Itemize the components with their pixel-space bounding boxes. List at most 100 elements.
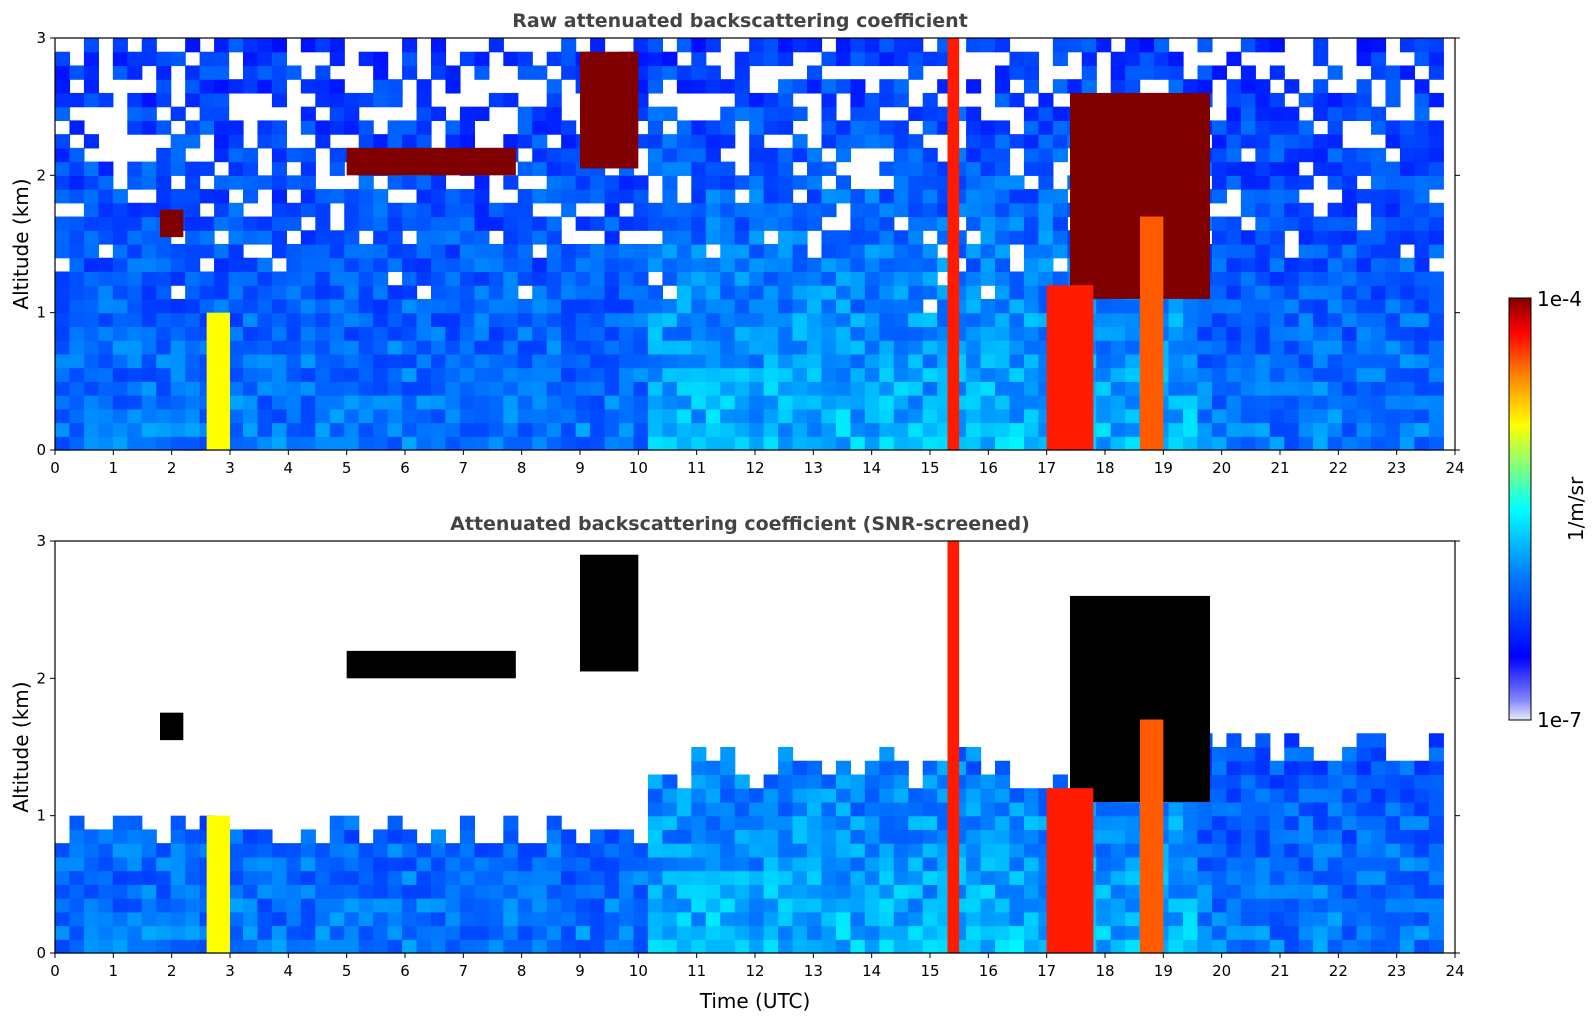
- heatmap-cell: [373, 202, 389, 218]
- heatmap-cell: [662, 395, 678, 410]
- heatmap-cell: [1428, 353, 1444, 369]
- heatmap-cell: [1226, 326, 1242, 341]
- x-tick-label: 1: [109, 459, 119, 477]
- heatmap-cell: [1371, 65, 1387, 80]
- heatmap-cell: [1226, 408, 1242, 424]
- heatmap-cell: [532, 898, 548, 913]
- heatmap-cell: [1009, 367, 1025, 382]
- heatmap-cell: [749, 161, 765, 176]
- heatmap-cell: [156, 367, 172, 382]
- heatmap-cell: [662, 312, 678, 327]
- heatmap-cell: [1240, 801, 1256, 817]
- heatmap-cell: [1356, 353, 1372, 369]
- heatmap-cell: [720, 367, 736, 382]
- heatmap-cell: [431, 884, 447, 899]
- heatmap-cell: [1125, 395, 1141, 410]
- heatmap-cell: [358, 202, 374, 218]
- heatmap-cell: [705, 120, 721, 135]
- heatmap-cell: [864, 898, 880, 913]
- heatmap-cell: [893, 788, 909, 803]
- heatmap-cell: [995, 257, 1011, 273]
- heatmap-cell: [271, 898, 287, 913]
- heatmap-cell: [431, 216, 447, 231]
- heatmap-cell: [344, 353, 360, 369]
- heatmap-cell: [1269, 340, 1285, 355]
- heatmap-cell: [1342, 788, 1358, 803]
- heatmap-cell: [1240, 353, 1256, 369]
- heatmap-cell: [1327, 367, 1343, 382]
- heatmap-cell: [1009, 788, 1025, 803]
- heatmap-cell: [1125, 65, 1141, 80]
- heatmap-cell: [373, 884, 389, 899]
- heatmap-cell: [908, 829, 924, 844]
- heatmap-cell: [55, 271, 71, 286]
- heatmap-cell: [445, 271, 461, 286]
- heatmap-cell: [1125, 367, 1141, 382]
- heatmap-cell: [763, 244, 779, 259]
- heatmap-cell: [691, 760, 707, 776]
- heatmap-cell: [676, 120, 692, 135]
- heatmap-cell: [850, 367, 866, 382]
- heatmap-cell: [647, 815, 663, 830]
- heatmap-cell: [69, 161, 85, 176]
- heatmap-cell: [517, 353, 533, 369]
- heatmap-cell: [778, 870, 794, 885]
- heatmap-cell: [864, 298, 880, 314]
- heatmap-cell: [488, 925, 504, 940]
- heatmap-cell: [69, 815, 85, 830]
- heatmap-cell: [1183, 436, 1199, 451]
- heatmap-cell: [705, 353, 721, 369]
- heatmap-cell: [1110, 898, 1126, 913]
- heatmap-cell: [778, 884, 794, 899]
- heatmap-cell: [633, 298, 649, 314]
- heatmap-cell: [286, 898, 302, 913]
- heatmap-cell: [1226, 120, 1242, 135]
- heatmap-cell: [850, 381, 866, 396]
- heatmap-cell: [1183, 870, 1199, 885]
- heatmap-cell: [720, 884, 736, 899]
- heatmap-cell: [459, 120, 475, 135]
- heatmap-cell: [1009, 381, 1025, 396]
- heatmap-cell: [922, 326, 938, 341]
- heatmap-cell: [619, 367, 635, 382]
- heatmap-cell: [561, 911, 577, 927]
- heatmap-cell: [271, 92, 287, 108]
- heatmap-cell: [474, 285, 490, 300]
- heatmap-cell: [604, 298, 620, 314]
- heatmap-cell: [83, 340, 99, 355]
- heatmap-cell: [503, 244, 519, 259]
- heatmap-cell: [763, 216, 779, 231]
- heatmap-cell: [879, 244, 895, 259]
- heatmap-cell: [286, 175, 302, 190]
- heatmap-cell: [1385, 408, 1401, 424]
- heatmap-cell: [835, 925, 851, 940]
- heatmap-cell: [604, 436, 620, 451]
- heatmap-cell: [445, 189, 461, 204]
- heatmap-cell: [1371, 774, 1387, 789]
- heatmap-cell: [1110, 829, 1126, 844]
- heatmap-cell: [850, 353, 866, 369]
- heatmap-cell: [966, 884, 982, 899]
- heatmap-cell: [676, 312, 692, 327]
- heatmap-cell: [1428, 38, 1444, 53]
- heatmap-cell: [1428, 216, 1444, 231]
- heatmap-cell: [619, 353, 635, 369]
- heatmap-cell: [1356, 340, 1372, 355]
- heatmap-cell: [1428, 856, 1444, 872]
- heatmap-cell: [55, 939, 71, 954]
- heatmap-cell: [1096, 38, 1112, 53]
- heatmap-cell: [1356, 161, 1372, 176]
- heatmap-cell: [358, 408, 374, 424]
- heatmap-cell: [749, 788, 765, 803]
- heatmap-cell: [431, 829, 447, 844]
- heatmap-cell: [1110, 436, 1126, 451]
- heatmap-cell: [141, 353, 157, 369]
- heatmap-cell: [619, 884, 635, 899]
- heatmap-cell: [488, 843, 504, 858]
- heatmap-cell: [1342, 353, 1358, 369]
- heatmap-cell: [1313, 870, 1329, 885]
- heatmap-cell: [141, 829, 157, 844]
- heatmap-cell: [1327, 230, 1343, 245]
- heatmap-cell: [431, 51, 447, 67]
- heatmap-cell: [1356, 312, 1372, 327]
